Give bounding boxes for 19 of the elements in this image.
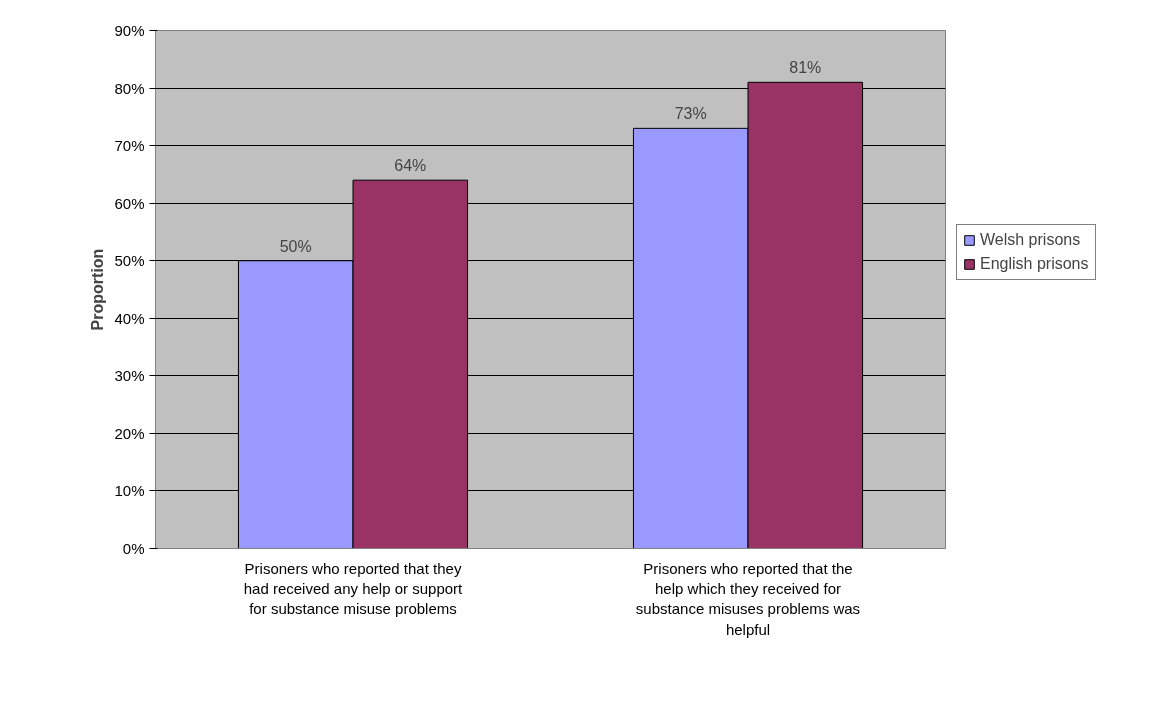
y-tick-label: 30% [114,367,145,385]
legend-label: English prisons [980,255,1089,273]
y-tick-label: 10% [114,482,145,500]
data-label: 81% [789,59,822,77]
x-tick-label: Prisoners who reported that they had received any help or support for substance misuse problems [243,559,464,618]
data-label: 50% [279,237,312,255]
legend-label: Welsh prisons [980,231,1081,249]
y-tick-label: 90% [114,22,145,39]
data-label: 73% [674,105,707,123]
y-tick-label: 80% [114,79,145,97]
y-axis-title: Proportion [89,248,107,331]
y-tick-label: 20% [114,424,145,442]
y-tick-label: 60% [114,194,145,212]
y-tick-label: 0% [122,540,145,557]
x-tick-label: Prisoners who reported that the help which they received for substance misuses problems was helpful [635,559,861,638]
y-tick-label: 40% [114,309,145,327]
y-tick-label: 50% [114,252,145,270]
data-label: 64% [394,157,427,175]
y-tick-label: 70% [114,137,145,155]
